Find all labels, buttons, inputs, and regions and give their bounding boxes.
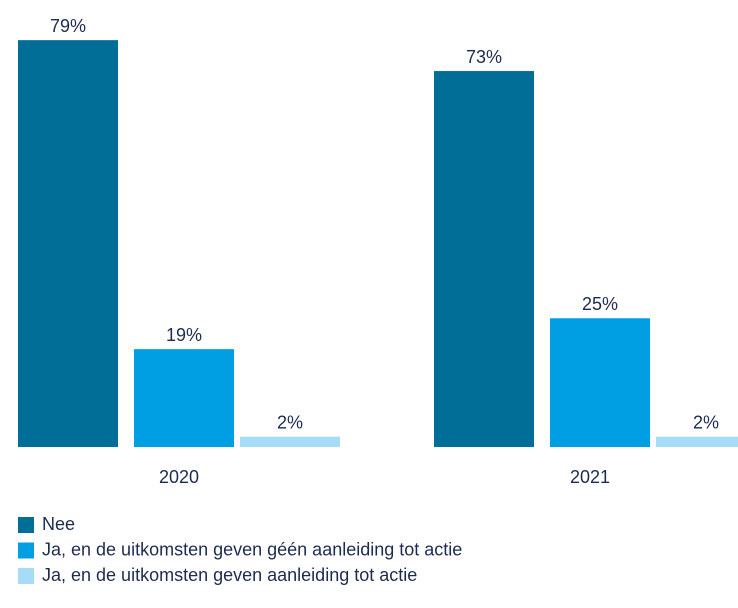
bar [656,436,738,447]
value-label: 73% [466,47,502,67]
legend-label: Nee [42,514,75,534]
legend-swatch [18,517,34,533]
legend-label: Ja, en de uitkomsten geven aanleiding to… [42,565,417,585]
bar [134,349,234,447]
legend-swatch [18,568,34,584]
value-label: 25% [582,294,618,314]
bar [434,71,534,448]
bar [240,436,340,447]
bar [550,318,650,447]
legend-swatch [18,542,34,559]
value-label: 79% [50,16,86,36]
x-tick-label: 2020 [159,467,199,487]
value-label: 19% [166,325,202,345]
value-label: 2% [277,412,303,432]
bar [18,40,118,448]
legend-label: Ja, en de uitkomsten geven géén aanleidi… [42,539,462,559]
x-tick-label: 2021 [570,467,610,487]
value-label: 2% [693,412,719,432]
